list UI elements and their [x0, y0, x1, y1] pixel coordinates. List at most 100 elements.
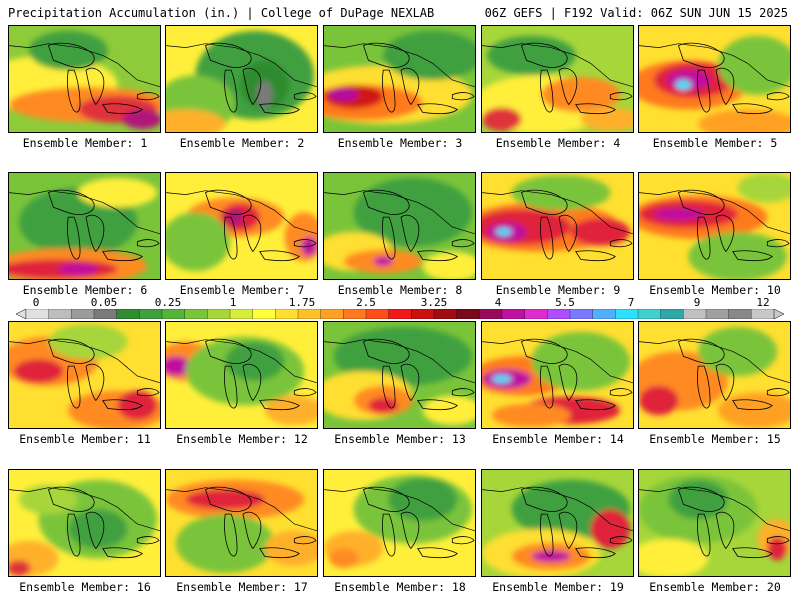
precip-region: [486, 35, 576, 76]
ensemble-member-label: Ensemble Member: 8: [337, 283, 463, 297]
colorbar-tick-label: 4: [494, 296, 502, 309]
great-lakes-outline: [362, 189, 475, 261]
great-lakes-outline: [677, 42, 790, 114]
precip-region: [511, 174, 611, 211]
colorbar-swatch: [161, 309, 186, 319]
ensemble-member-map-4: [481, 25, 634, 133]
great-lakes-outline: [204, 338, 317, 410]
colorbar-tick-label: 0: [32, 296, 40, 309]
great-lakes-outline: [47, 338, 160, 410]
precip-region: [264, 395, 317, 426]
precip-field: [166, 470, 317, 576]
ensemble-member-map-16: [8, 469, 161, 577]
ensemble-member-map-5: [638, 25, 791, 133]
precip-region: [373, 256, 394, 267]
precip-region: [68, 509, 128, 549]
precip-field: [166, 26, 317, 132]
precip-region: [737, 173, 790, 203]
colorbar-swatch: [48, 309, 72, 319]
precip-region: [122, 109, 160, 130]
colorbar-swatch: [320, 309, 344, 319]
colorbar-swatch: [524, 309, 548, 319]
precip-region: [225, 341, 285, 381]
precip-field: [9, 173, 160, 279]
precip-region: [491, 375, 512, 383]
ensemble-member-map-15: [638, 321, 791, 429]
precip-field: [639, 470, 790, 576]
precip-region: [531, 331, 631, 391]
precip-region: [166, 109, 226, 132]
colorbar-max-arrow: [773, 309, 784, 319]
precip-field: [9, 322, 160, 428]
colorbar-swatch: [637, 309, 662, 319]
great-lakes-outline: [362, 486, 475, 558]
precip-region: [590, 509, 631, 549]
colorbar-swatch: [501, 309, 526, 319]
precip-region: [166, 356, 191, 376]
great-lakes-outline: [520, 486, 633, 558]
precip-region: [383, 30, 475, 80]
ensemble-member-map-1: [8, 25, 161, 133]
great-lakes-outline: [677, 486, 790, 558]
ensemble-member-label: Ensemble Member: 7: [179, 283, 305, 297]
precip-field: [639, 26, 790, 132]
ensemble-member-label: Ensemble Member: 13: [334, 432, 466, 446]
precip-field: [639, 173, 790, 279]
great-lakes-outline: [47, 42, 160, 114]
ensemble-member-label: Ensemble Member: 10: [649, 283, 781, 297]
precip-region: [495, 227, 512, 236]
ensemble-member-label: Ensemble Member: 3: [337, 136, 463, 150]
great-lakes-outline: [204, 42, 317, 114]
ensemble-member-label: Ensemble Member: 11: [19, 432, 151, 446]
great-lakes-outline: [204, 189, 317, 261]
precip-field: [639, 322, 790, 428]
colorbar-swatch: [343, 309, 367, 319]
header-title: Precipitation Accumulation (in.) | Colle…: [8, 6, 435, 20]
colorbar-swatch: [660, 309, 684, 319]
ensemble-member-label: Ensemble Member: 4: [495, 136, 621, 150]
great-lakes-outline: [362, 338, 475, 410]
ensemble-member-label: Ensemble Member: 12: [176, 432, 308, 446]
precip-region: [698, 326, 778, 376]
precip-region: [668, 479, 728, 520]
colorbar-swatch: [388, 309, 412, 319]
colorbar: [16, 309, 784, 319]
precip-region: [531, 550, 571, 563]
great-lakes-outline: [520, 338, 633, 410]
ensemble-member-map-10: [638, 172, 791, 280]
colorbar-tick-label: 12: [756, 296, 770, 309]
precip-region: [422, 395, 475, 426]
ensemble-member-map-13: [323, 321, 476, 429]
colorbar-min-arrow: [16, 309, 27, 319]
colorbar-swatch: [411, 309, 435, 319]
header-run-info: 06Z GEFS | F192 Valid: 06Z SUN JUN 15 20…: [484, 6, 788, 20]
precip-field: [9, 26, 160, 132]
colorbar-swatch: [615, 309, 639, 319]
colorbar-swatch: [433, 309, 458, 319]
precip-region: [58, 263, 98, 276]
precip-region: [639, 538, 709, 576]
precip-field: [482, 322, 633, 428]
precip-region: [166, 212, 231, 272]
precip-field: [324, 322, 475, 428]
colorbar-ticks: 0 0.05 0.25 1 1.75 2.5 3.25 4 5.5 7 9 12: [0, 296, 800, 309]
colorbar-swatch: [592, 309, 616, 319]
ensemble-member-map-18: [323, 469, 476, 577]
precip-field: [166, 173, 317, 279]
ensemble-member-label: Ensemble Member: 2: [179, 136, 305, 150]
colorbar-swatch: [229, 309, 254, 319]
precip-region: [570, 218, 631, 246]
colorbar-tick-label: 5.5: [555, 296, 575, 309]
precip-region: [78, 177, 158, 208]
colorbar-tick-label: 0.25: [154, 296, 182, 309]
ensemble-member-map-8: [323, 172, 476, 280]
colorbar-swatch: [728, 309, 752, 319]
colorbar-swatch: [25, 309, 50, 319]
precip-region: [422, 251, 475, 279]
precip-region: [328, 88, 359, 101]
great-lakes-outline: [47, 486, 160, 558]
colorbar-swatch: [71, 309, 95, 319]
ensemble-member-map-7: [165, 172, 318, 280]
colorbar-swatch: [93, 309, 118, 319]
great-lakes-outline: [204, 486, 317, 558]
